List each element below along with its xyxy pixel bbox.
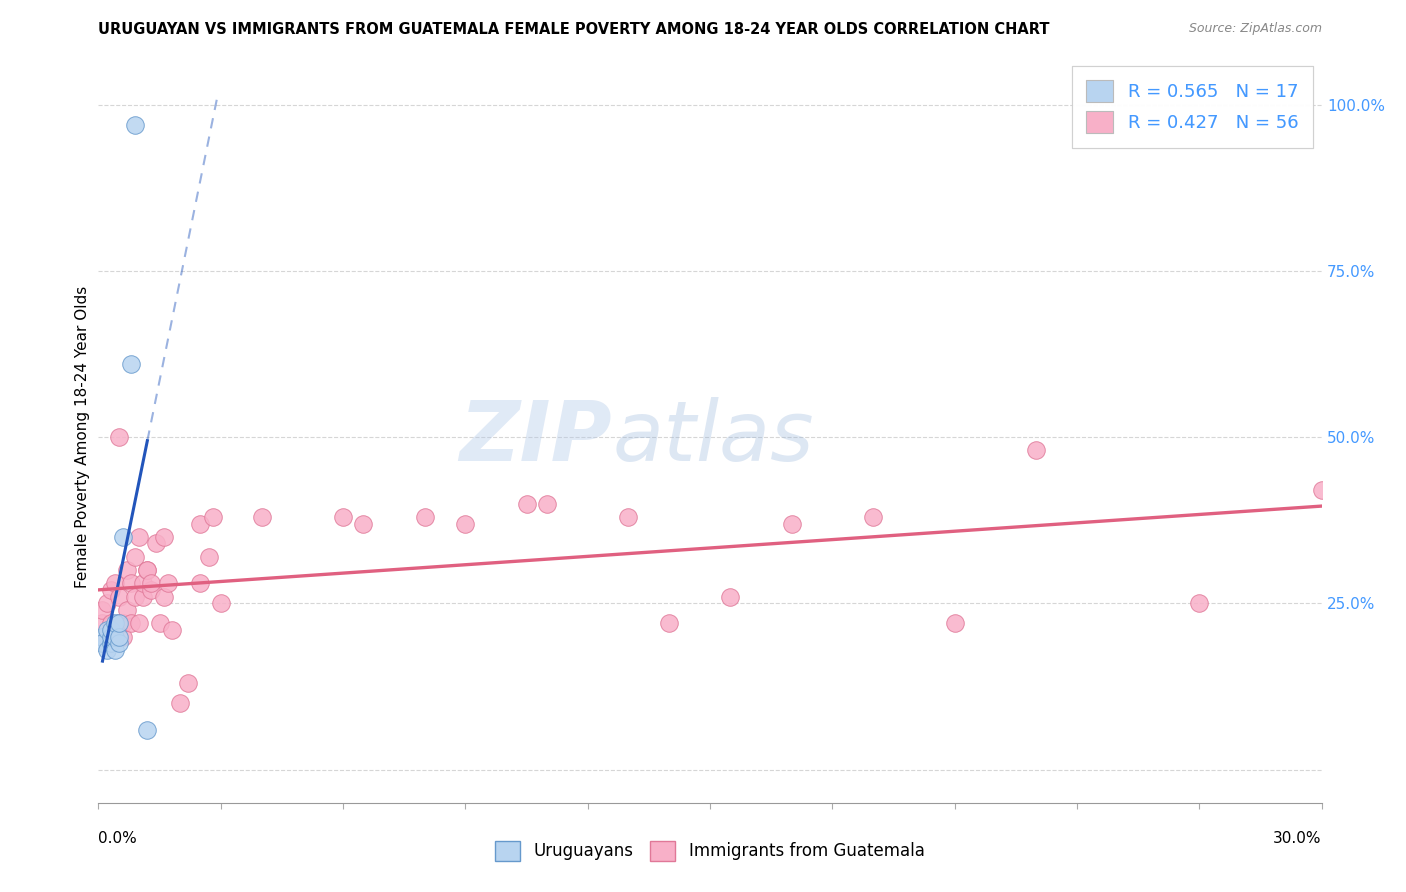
Point [111,530,134,544]
Point [108,590,131,604]
Point [115,563,138,577]
Point [943,616,966,631]
Point [104,630,127,644]
Point [128,530,150,544]
Point [132,590,155,604]
Text: 30.0%: 30.0% [1274,831,1322,846]
Point [197,549,219,564]
Point [156,576,179,591]
Point [209,596,232,610]
Text: Source: ZipAtlas.com: Source: ZipAtlas.com [1188,22,1322,36]
Point [104,616,127,631]
Point [104,576,127,591]
Point [111,630,134,644]
Point [96,623,118,637]
Point [516,497,538,511]
Text: URUGUAYAN VS IMMIGRANTS FROM GUATEMALA FEMALE POVERTY AMONG 18-24 YEAR OLDS CORR: URUGUAYAN VS IMMIGRANTS FROM GUATEMALA F… [98,22,1050,37]
Point [108,430,131,444]
Point [136,563,159,577]
Point [149,616,172,631]
Text: ZIP: ZIP [460,397,612,477]
Point [169,696,191,710]
Point [141,582,163,597]
Point [128,616,150,631]
Point [152,590,174,604]
Point [108,616,131,631]
Point [96,596,118,610]
Point [124,549,146,564]
Point [120,357,142,371]
Point [1188,596,1211,610]
Point [136,723,159,737]
Point [96,630,118,644]
Point [91,603,114,617]
Point [100,582,122,597]
Point [536,497,558,511]
Point [862,509,884,524]
Point [201,509,224,524]
Point [100,616,122,631]
Point [124,118,146,132]
Point [100,636,122,650]
Point [250,509,273,524]
Point [120,576,142,591]
Point [1310,483,1333,498]
Point [177,676,200,690]
Point [104,630,127,644]
Point [332,509,354,524]
Point [617,509,640,524]
Point [108,636,131,650]
Point [454,516,477,531]
Point [188,516,212,531]
Point [160,623,183,637]
Point [91,630,114,644]
Point [91,636,114,650]
Point [100,630,122,644]
Point [780,516,803,531]
Point [91,616,114,631]
Text: 0.0%: 0.0% [98,831,138,846]
Text: atlas: atlas [612,397,814,477]
Point [413,509,436,524]
Point [145,536,167,550]
Point [658,616,681,631]
Point [720,590,742,604]
Point [96,643,118,657]
Point [108,616,131,631]
Point [1025,443,1047,458]
Point [120,616,142,631]
Point [111,616,134,631]
Point [152,530,174,544]
Point [124,590,146,604]
Point [132,576,155,591]
Point [188,576,212,591]
Point [352,516,374,531]
Point [141,576,163,591]
Point [104,643,127,657]
Point [115,603,138,617]
Legend: R = 0.565   N = 17, R = 0.427   N = 56: R = 0.565 N = 17, R = 0.427 N = 56 [1071,66,1313,148]
Point [108,630,131,644]
Point [100,623,122,637]
Point [136,563,159,577]
Y-axis label: Female Poverty Among 18-24 Year Olds: Female Poverty Among 18-24 Year Olds [75,286,90,588]
